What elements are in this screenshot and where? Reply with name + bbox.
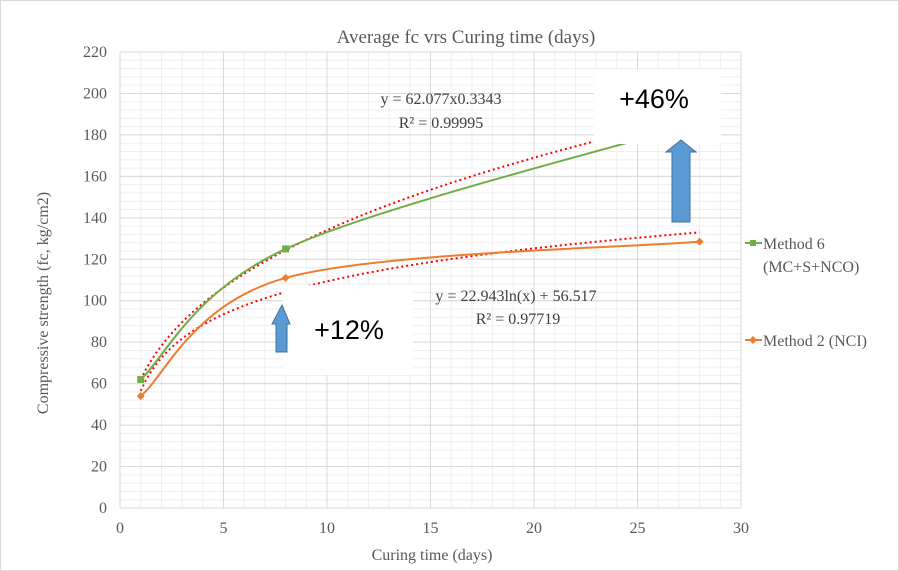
data-point-method2 [136,392,145,401]
y-tick-label: 200 [83,85,107,102]
legend: Method 6 (MC+S+NCO) Method 2 (NCI) [745,236,867,350]
annotation-46: +46% [594,70,721,223]
y-tick-label: 60 [91,376,107,393]
x-tick-label: 25 [630,520,646,537]
x-tick-label: 15 [423,520,439,537]
chart-title: Average fc vrs Curing time (days) [337,27,596,48]
x-axis-ticks: 0 5 10 15 20 25 30 [116,520,749,537]
annotation-46-box [594,70,721,144]
y-axis-label: Compressive strength (fc, kg/cm2) [35,192,52,414]
trendline-method2 [139,231,700,392]
annotation-46-arrow [664,139,698,223]
legend-label-method6-line1: Method 6 [763,236,825,253]
y-tick-label: 180 [83,127,107,144]
trendline-r2-method2: R² = 0.97719 [476,311,561,328]
y-tick-label: 160 [83,168,107,185]
legend-label-method2: Method 2 (NCI) [763,333,867,350]
y-tick-label: 120 [83,251,107,268]
annotation-46-label: +46% [619,84,689,114]
y-tick-label: 100 [83,293,107,310]
y-tick-label: 40 [91,417,107,434]
x-tick-label: 0 [116,520,124,537]
legend-marker-method6 [750,240,756,246]
series-line-method2 [140,240,700,397]
annotation-12: +12% [271,285,413,375]
y-tick-label: 220 [83,44,107,61]
y-tick-label: 80 [91,334,107,351]
x-tick-label: 30 [733,520,749,537]
data-point-method2 [695,237,704,246]
annotation-12-label: +12% [314,315,384,345]
x-axis-label: Curing time (days) [372,547,493,564]
x-tick-label: 5 [220,520,228,537]
legend-item-method6: Method 6 (MC+S+NCO) [745,236,859,276]
legend-item-method2: Method 2 (NCI) [745,333,867,350]
x-tick-label: 10 [319,520,335,537]
data-point-method6 [282,245,290,253]
trendline-r2-method6: R² = 0.99995 [399,115,484,132]
series-lines [140,121,700,397]
data-point-method2 [281,273,290,282]
trendline-equation-method2: y = 22.943ln(x) + 56.517 [435,288,596,305]
trendlines [139,115,700,392]
trendline-equation-method6: y = 62.077x0.3343 [380,91,501,108]
series-line-method6 [140,121,700,381]
major-grid [119,51,742,509]
legend-label-method6-line2: (MC+S+NCO) [763,259,859,276]
y-tick-label: 20 [91,459,107,476]
y-axis-ticks: 0 20 40 60 80 100 120 140 160 180 200 220 [83,44,107,517]
y-tick-label: 0 [99,500,107,517]
x-tick-label: 20 [526,520,542,537]
data-point-method6 [137,375,145,383]
y-tick-label: 140 [83,210,107,227]
annotation-12-box [283,285,413,375]
annotation-12-arrow [271,303,291,353]
legend-marker-method2 [749,336,757,344]
